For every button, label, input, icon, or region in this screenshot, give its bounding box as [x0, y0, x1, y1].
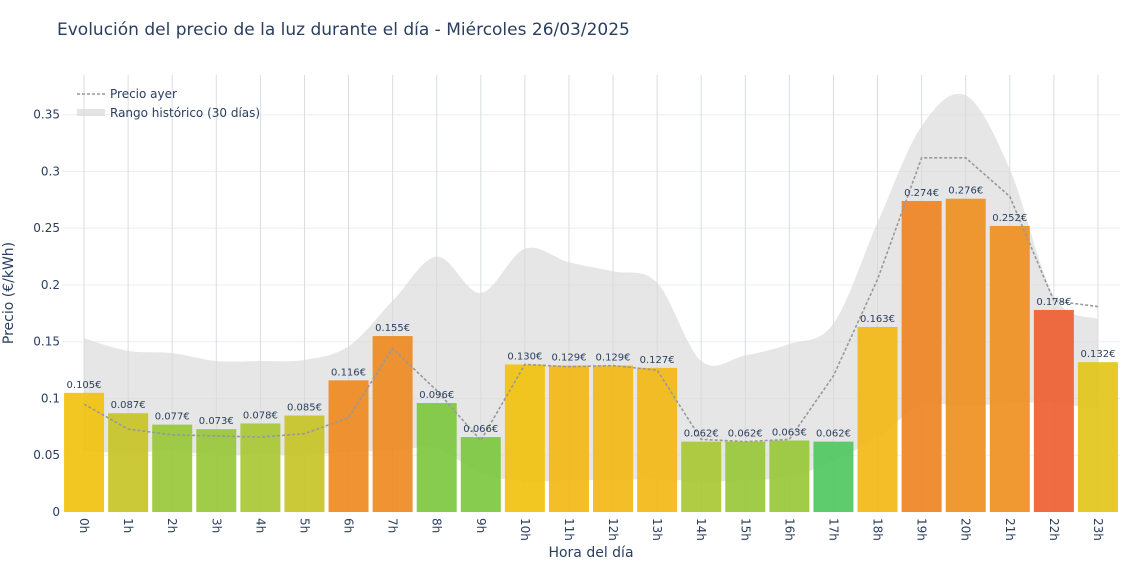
x-tick-label: 8h [430, 518, 444, 533]
bar-value-label: 0.085€ [287, 403, 322, 414]
x-tick-label: 17h [826, 518, 840, 541]
y-tick-label: 0.2 [41, 278, 60, 292]
x-tick-label: 19h [915, 518, 929, 541]
x-tick-label: 20h [959, 518, 973, 541]
bar-value-label: 0.130€ [507, 351, 542, 362]
x-axis-title: Hora del día [548, 545, 633, 561]
bar-value-label: 0.062€ [816, 429, 851, 440]
bar-value-label: 0.155€ [375, 323, 410, 334]
bar-label-layer: 0.105€ 0.087€ 0.077€ 0.073€ 0.078€ 0.085€ 0.11… [67, 186, 1116, 440]
x-tick-label: 2h [165, 518, 179, 533]
price-bar [328, 380, 369, 512]
price-bar [593, 365, 634, 512]
legend-range-swatch [77, 109, 105, 116]
x-tick-label: 7h [386, 518, 400, 533]
x-tick-label: 9h [474, 518, 488, 533]
x-tick-label: 16h [782, 518, 796, 541]
price-bar [152, 424, 193, 512]
price-bar [1033, 309, 1074, 512]
price-bar [108, 413, 149, 512]
legend-range-label: Rango histórico (30 días) [110, 106, 260, 120]
price-bar [813, 441, 854, 512]
price-bar [637, 367, 678, 512]
y-tick-label: 0 [52, 505, 60, 519]
price-bar [416, 403, 457, 512]
y-tick-label: 0.3 [41, 164, 60, 178]
x-tick-label: 3h [209, 518, 223, 533]
price-bar [769, 440, 810, 512]
bar-value-label: 0.078€ [243, 410, 278, 421]
y-tick-label: 0.25 [33, 221, 60, 235]
chart-title: Evolución del precio de la luz durante e… [57, 20, 630, 40]
price-bar [1077, 362, 1118, 512]
bar-value-label: 0.127€ [640, 355, 675, 366]
bar-value-label: 0.274€ [904, 188, 939, 199]
x-tick-label: 0h [77, 518, 91, 533]
price-bar [504, 364, 545, 512]
price-bar [460, 437, 501, 512]
x-tick-label: 15h [738, 518, 752, 541]
price-bar [372, 336, 413, 512]
price-bar [901, 200, 942, 513]
x-tick-label: 10h [518, 518, 532, 541]
y-tick-label: 0.15 [33, 335, 60, 349]
bar-value-label: 0.105€ [67, 380, 102, 391]
x-tick-label: 11h [562, 518, 576, 541]
bar-value-label: 0.163€ [860, 314, 895, 325]
x-tick-label: 21h [1003, 518, 1017, 541]
bar-value-label: 0.063€ [772, 427, 807, 438]
bar-value-label: 0.129€ [551, 353, 586, 364]
price-bar [64, 392, 105, 512]
bar-value-label: 0.132€ [1080, 349, 1115, 360]
price-bar [240, 423, 281, 512]
bar-value-label: 0.178€ [1036, 297, 1071, 308]
price-bar [196, 429, 237, 512]
price-bar [945, 198, 986, 512]
price-bar [548, 365, 589, 512]
bar-value-label: 0.077€ [155, 412, 190, 423]
x-tick-label: 22h [1047, 518, 1061, 541]
y-tick-label: 0.1 [41, 391, 60, 405]
bar-value-label: 0.116€ [331, 367, 366, 378]
bar-value-label: 0.066€ [463, 424, 498, 435]
bar-value-label: 0.129€ [596, 353, 631, 364]
price-bar [725, 441, 766, 512]
y-tick-label: 0.05 [33, 448, 60, 462]
price-bar [681, 441, 722, 512]
x-tick-label: 14h [694, 518, 708, 541]
price-bar [284, 415, 325, 512]
bar-value-label: 0.096€ [419, 390, 454, 401]
x-tick-label: 5h [297, 518, 311, 533]
yesterday-price-line [83, 157, 1099, 443]
bar-value-label: 0.062€ [684, 429, 719, 440]
x-tick-label: 1h [121, 518, 135, 533]
price-bar [989, 225, 1030, 513]
legend[interactable]: Precio ayer Rango histórico (30 días) [77, 87, 260, 120]
x-tick-label: 12h [606, 518, 620, 541]
bar-value-label: 0.073€ [199, 416, 234, 427]
price-bar [857, 326, 898, 512]
axis-layer: 0 0.05 0.1 0.15 0.2 0.25 0.3 0.35 0h 1h 2h 3h 4h 5h 6h… [33, 108, 1105, 541]
bar-value-label: 0.062€ [728, 429, 763, 440]
legend-yesterday-label: Precio ayer [110, 87, 177, 101]
x-tick-label: 18h [871, 518, 885, 541]
x-tick-label: 13h [650, 518, 664, 541]
y-axis-title: Precio (€/kWh) [1, 242, 17, 344]
bar-value-label: 0.276€ [948, 186, 983, 197]
x-tick-label: 23h [1091, 518, 1105, 541]
bar-value-label: 0.252€ [992, 213, 1027, 224]
y-tick-label: 0.35 [33, 108, 60, 122]
yesterday-line-layer [83, 157, 1099, 443]
x-tick-label: 4h [253, 518, 267, 533]
bar-value-label: 0.087€ [111, 400, 146, 411]
x-tick-label: 6h [342, 518, 356, 533]
